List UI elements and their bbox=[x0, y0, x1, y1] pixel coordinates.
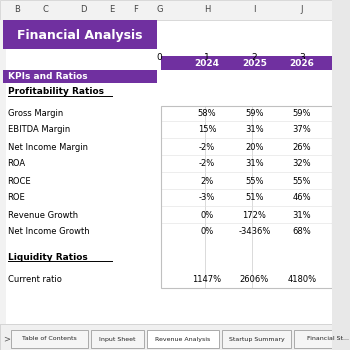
FancyBboxPatch shape bbox=[0, 0, 332, 324]
Text: 2%: 2% bbox=[200, 176, 214, 186]
Text: 3: 3 bbox=[299, 52, 304, 62]
Text: Profitability Ratios: Profitability Ratios bbox=[8, 88, 104, 97]
Text: 55%: 55% bbox=[293, 176, 311, 186]
Text: EBITDA Margin: EBITDA Margin bbox=[8, 126, 70, 134]
Text: 31%: 31% bbox=[293, 210, 311, 219]
Text: ROCE: ROCE bbox=[8, 176, 31, 186]
Text: J: J bbox=[301, 6, 303, 14]
Text: C: C bbox=[43, 6, 49, 14]
FancyBboxPatch shape bbox=[3, 70, 156, 83]
Text: 31%: 31% bbox=[245, 160, 264, 168]
Text: B: B bbox=[14, 6, 20, 14]
Text: Gross Margin: Gross Margin bbox=[8, 108, 63, 118]
Text: Table of Contents: Table of Contents bbox=[22, 336, 77, 342]
Text: Financial Analysis: Financial Analysis bbox=[17, 28, 142, 42]
Text: -2%: -2% bbox=[199, 160, 215, 168]
Text: D: D bbox=[80, 6, 87, 14]
Text: 58%: 58% bbox=[197, 108, 216, 118]
Text: -3436%: -3436% bbox=[238, 228, 271, 237]
Text: Liquidity Ratios: Liquidity Ratios bbox=[8, 252, 88, 261]
Text: 37%: 37% bbox=[292, 126, 311, 134]
Text: 172%: 172% bbox=[243, 210, 266, 219]
Text: ROA: ROA bbox=[8, 160, 26, 168]
Text: 68%: 68% bbox=[292, 228, 311, 237]
Text: Startup Summary: Startup Summary bbox=[229, 336, 285, 342]
Text: Net Income Margin: Net Income Margin bbox=[8, 142, 88, 152]
Text: >: > bbox=[3, 335, 10, 343]
Text: 51%: 51% bbox=[245, 194, 264, 203]
Text: 15%: 15% bbox=[198, 126, 216, 134]
FancyBboxPatch shape bbox=[147, 330, 219, 348]
Text: 1147%: 1147% bbox=[192, 274, 222, 284]
FancyBboxPatch shape bbox=[0, 0, 332, 20]
Text: 2606%: 2606% bbox=[240, 274, 269, 284]
Text: I: I bbox=[253, 6, 255, 14]
Text: E: E bbox=[109, 6, 114, 14]
FancyBboxPatch shape bbox=[161, 56, 332, 70]
Text: Current ratio: Current ratio bbox=[8, 274, 62, 284]
FancyBboxPatch shape bbox=[294, 330, 350, 348]
Text: 2: 2 bbox=[252, 52, 257, 62]
Text: KPIs and Ratios: KPIs and Ratios bbox=[8, 72, 87, 81]
FancyBboxPatch shape bbox=[222, 330, 291, 348]
Text: 31%: 31% bbox=[245, 126, 264, 134]
Text: Net Income Growth: Net Income Growth bbox=[8, 228, 89, 237]
Text: 26%: 26% bbox=[293, 142, 311, 152]
FancyBboxPatch shape bbox=[91, 330, 144, 348]
Text: 20%: 20% bbox=[245, 142, 264, 152]
Text: 59%: 59% bbox=[245, 108, 264, 118]
Text: 0%: 0% bbox=[200, 228, 214, 237]
Text: Revenue Growth: Revenue Growth bbox=[8, 210, 78, 219]
Text: F: F bbox=[133, 6, 138, 14]
FancyBboxPatch shape bbox=[3, 20, 156, 49]
FancyBboxPatch shape bbox=[0, 324, 332, 350]
Text: -3%: -3% bbox=[199, 194, 215, 203]
Text: Financial St...: Financial St... bbox=[307, 336, 349, 342]
Text: 0%: 0% bbox=[200, 210, 214, 219]
FancyBboxPatch shape bbox=[12, 330, 88, 348]
Text: Input Sheet: Input Sheet bbox=[99, 336, 136, 342]
Text: 2025: 2025 bbox=[242, 58, 267, 68]
Text: 2026: 2026 bbox=[289, 58, 314, 68]
Text: 0: 0 bbox=[156, 52, 162, 62]
Text: 46%: 46% bbox=[293, 194, 311, 203]
Text: Revenue Analysis: Revenue Analysis bbox=[155, 336, 211, 342]
Text: 32%: 32% bbox=[293, 160, 311, 168]
Text: G: G bbox=[156, 6, 163, 14]
FancyBboxPatch shape bbox=[0, 20, 6, 324]
Text: 4180%: 4180% bbox=[287, 274, 316, 284]
Text: 1: 1 bbox=[204, 52, 210, 62]
Text: H: H bbox=[204, 6, 210, 14]
Text: -2%: -2% bbox=[199, 142, 215, 152]
Text: 59%: 59% bbox=[293, 108, 311, 118]
Text: 2024: 2024 bbox=[194, 58, 219, 68]
Text: ROE: ROE bbox=[8, 194, 25, 203]
Text: 55%: 55% bbox=[245, 176, 264, 186]
